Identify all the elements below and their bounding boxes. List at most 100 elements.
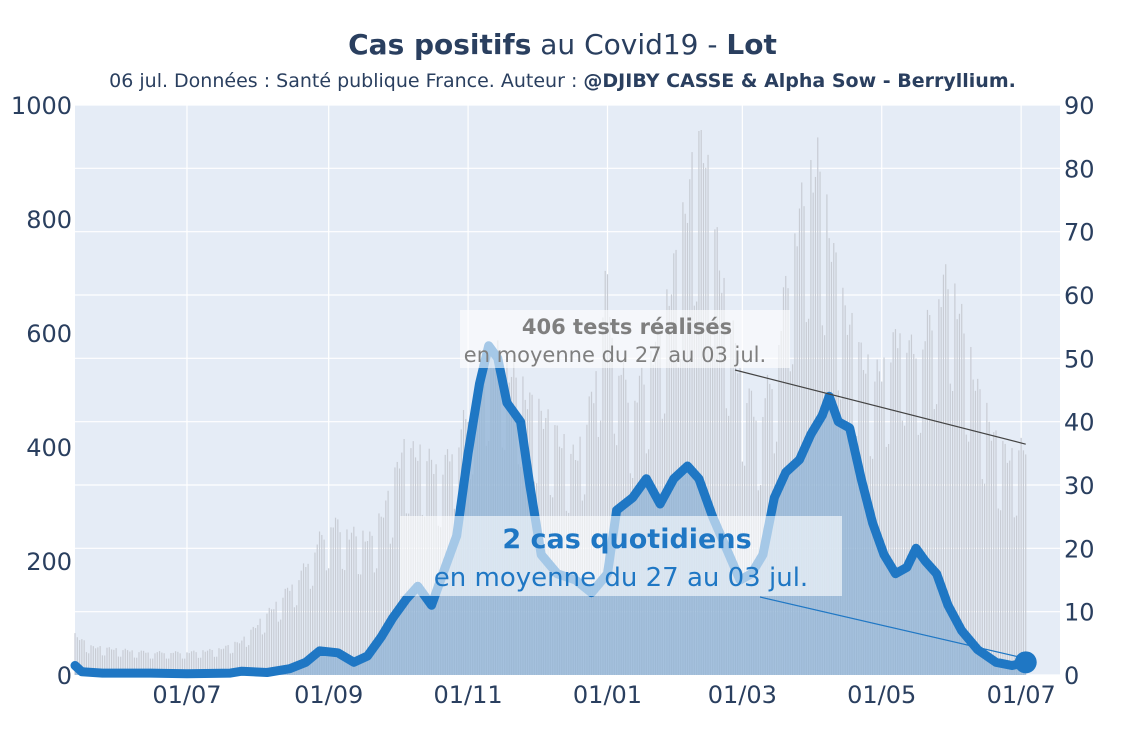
x-tick-label: 01/01 — [573, 681, 642, 709]
tests-bar — [602, 317, 604, 675]
tests-bar — [1025, 454, 1027, 675]
cases-annotation-detail: en moyenne du 27 au 03 jul. — [434, 563, 808, 593]
x-tick-label: 01/07 — [152, 681, 221, 709]
tests-bar — [229, 653, 232, 675]
tests-bar — [906, 352, 908, 675]
tests-bar — [362, 530, 364, 675]
tests-bar — [83, 640, 85, 675]
chart-subtitle-source: 06 jul. Données : Santé publique France.… — [109, 70, 584, 92]
tests-bar — [172, 652, 174, 675]
tests-bar — [259, 618, 261, 675]
tests-bar — [266, 613, 268, 675]
tests-bar — [684, 213, 686, 676]
tests-bar — [136, 657, 138, 675]
tests-bar — [177, 651, 179, 675]
tests-bar — [325, 570, 327, 675]
tests-bar — [810, 160, 812, 675]
cases-annotation-value: 2 cas quotidiens — [502, 524, 751, 555]
tests-bar — [99, 646, 101, 675]
tests-bar — [993, 432, 995, 675]
chart-subtitle-author: @DJIBY CASSE & Alpha Sow - Berryllium. — [583, 70, 1016, 92]
tests-annotation-box — [460, 310, 790, 368]
tests-bar — [184, 658, 186, 675]
tests-bar — [1013, 517, 1015, 675]
tests-bar — [74, 633, 76, 675]
tests-bar — [115, 648, 117, 675]
y-right-tick-label: 80 — [1064, 155, 1095, 183]
tests-bar — [334, 517, 337, 675]
tests-bar — [131, 650, 133, 675]
tests-bar — [156, 652, 158, 675]
tests-bar — [186, 652, 188, 675]
tests-bar — [234, 641, 236, 675]
tests-bar — [970, 346, 972, 675]
tests-bar — [88, 653, 90, 675]
tests-bar — [158, 651, 161, 675]
tests-bar — [209, 648, 211, 675]
tests-bar — [280, 619, 282, 675]
tests-bar — [213, 656, 216, 675]
tests-bar — [133, 657, 136, 675]
tests-bar — [154, 653, 156, 675]
tests-bar — [243, 636, 245, 675]
y-right-tick-label: 10 — [1064, 599, 1095, 627]
tests-bar — [250, 629, 252, 675]
tests-bar — [714, 229, 716, 676]
tests-bar — [190, 651, 193, 675]
tests-bar — [698, 131, 700, 675]
tests-bar — [974, 390, 977, 675]
tests-bar — [355, 536, 357, 675]
tests-bar — [179, 653, 181, 675]
tests-bar — [344, 570, 346, 675]
tests-bar — [126, 650, 129, 675]
tests-bar — [392, 537, 394, 675]
tests-bar — [204, 651, 206, 675]
tests-bar — [145, 652, 147, 675]
tests-bar — [794, 233, 796, 675]
tests-bar — [350, 532, 353, 675]
tests-bar — [337, 519, 339, 675]
tests-bar — [604, 270, 606, 675]
tests-bar — [961, 303, 963, 675]
tests-bar — [883, 357, 885, 675]
tests-bar — [168, 658, 170, 675]
chart-title-main: Cas positifs — [348, 28, 532, 61]
tests-bar — [967, 441, 970, 675]
tests-bar — [78, 640, 81, 675]
tests-bar — [983, 483, 986, 675]
tests-bar — [305, 567, 307, 675]
tests-bar — [376, 568, 378, 675]
tests-bar — [236, 642, 238, 675]
y-right-tick-label: 60 — [1064, 282, 1095, 310]
tests-bar — [396, 461, 398, 675]
tests-bar — [316, 544, 318, 675]
tests-bar — [85, 652, 88, 675]
tests-bar — [947, 289, 949, 675]
tests-bar — [332, 527, 334, 675]
tests-bar — [385, 500, 387, 675]
tests-bar — [732, 320, 734, 675]
tests-bar — [104, 655, 106, 675]
tests-bar — [307, 563, 309, 675]
tests-bar — [222, 648, 225, 675]
tests-bar — [81, 639, 83, 675]
tests-bar — [997, 508, 999, 675]
tests-bar — [1004, 443, 1006, 675]
tests-bar — [890, 362, 892, 675]
tests-bar — [117, 656, 120, 675]
tests-bar — [90, 645, 92, 675]
tests-bar — [995, 430, 997, 675]
tests-bar — [988, 421, 990, 675]
y-axis-left: 0 200 400 600 800 1000 — [11, 92, 72, 690]
tests-bar — [394, 467, 396, 675]
chart-subtitle: 06 jul. Données : Santé publique France.… — [0, 70, 1125, 92]
tests-bar — [942, 274, 945, 675]
y-right-tick-label: 40 — [1064, 409, 1095, 437]
tests-bar — [293, 607, 295, 675]
tests-bar — [142, 650, 145, 675]
tests-bar — [378, 513, 380, 675]
tests-bar — [76, 637, 78, 675]
tests-bar — [275, 601, 277, 675]
tests-bar — [924, 341, 926, 675]
tests-bar — [382, 517, 385, 675]
